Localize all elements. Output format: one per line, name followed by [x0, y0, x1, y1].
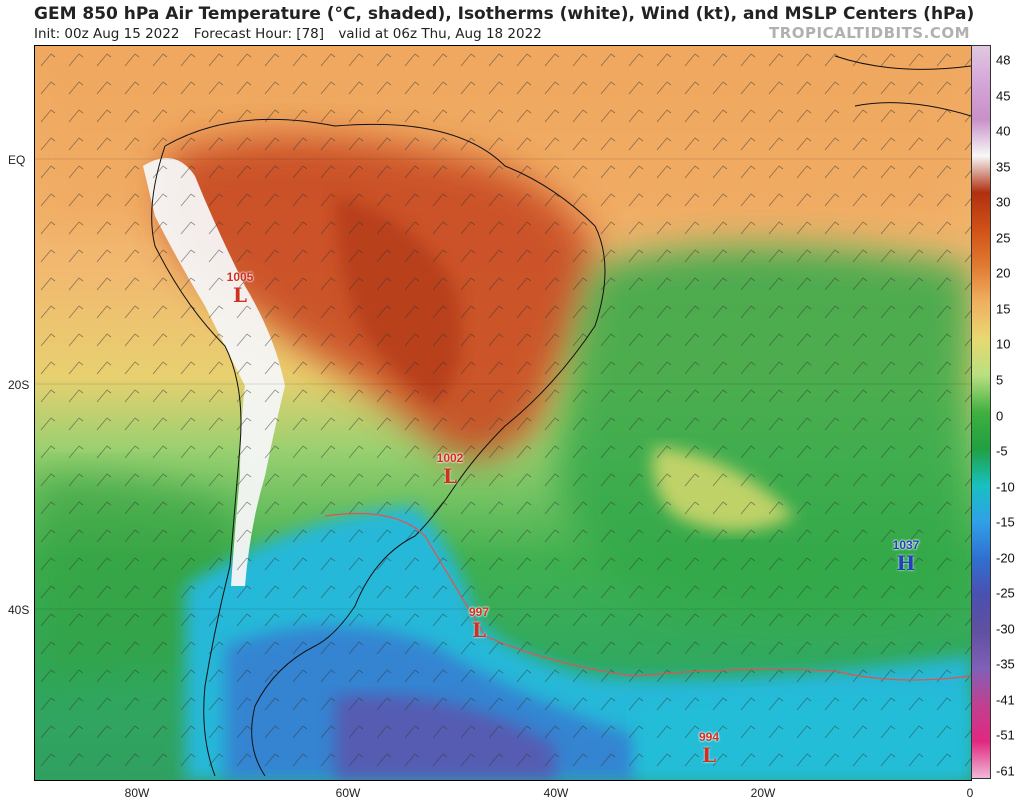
colorbar-tick-label: 40 [996, 123, 1011, 139]
map-subtitle: Init: 00z Aug 15 2022 Forecast Hour: [78… [34, 26, 552, 42]
colorbar-tick-label: 5 [996, 372, 1004, 388]
brand-watermark: TROPICALTIDBITS.COM [769, 24, 970, 42]
high-pressure-icon: H [896, 551, 916, 575]
center-pressure-1002: 1002 [436, 451, 464, 465]
lon-label-80w: 80W [124, 786, 150, 800]
colorbar-tick-label: 48 [996, 52, 1011, 68]
lat-label-40s: 40S [8, 603, 30, 617]
center-pressure-1005: 1005 [226, 270, 254, 284]
low-pressure-icon: L [232, 283, 248, 307]
temperature-field [35, 46, 971, 780]
colorbar-tick-label: 0 [996, 408, 1004, 423]
colorbar-tick-label: 35 [996, 159, 1011, 175]
low-pressure-icon: L [471, 618, 487, 642]
colorbar-tick-label: -10 [996, 479, 1015, 495]
valid-time: valid at 06z Thu, Aug 18 2022 [338, 26, 542, 42]
colorbar-tick-label: -30 [996, 621, 1015, 637]
lon-label-40w: 40W [543, 786, 569, 800]
colorbar-tick-label: 15 [996, 301, 1011, 317]
map-title: GEM 850 hPa Air Temperature (°C, shaded)… [34, 4, 975, 24]
colorbar-tick-label: -61 [996, 763, 1015, 779]
colorbar-tick-label: 20 [996, 265, 1011, 281]
lon-label-0: 0 [966, 786, 974, 800]
center-pressure-1037: 1037 [892, 538, 920, 552]
map-panel [34, 45, 972, 781]
colorbar-tick-label: 30 [996, 194, 1011, 210]
center-pressure-997: 997 [468, 605, 490, 619]
center-pressure-994: 994 [698, 730, 720, 744]
lon-label-60w: 60W [335, 786, 361, 800]
colorbar-tick-label: 25 [996, 230, 1011, 246]
forecast-hour: Forecast Hour: [78] [193, 26, 325, 42]
init-time: Init: 00z Aug 15 2022 [34, 26, 180, 42]
low-pressure-icon: L [442, 464, 458, 488]
low-pressure-icon: L [701, 743, 717, 767]
colorbar-tick-label: -15 [996, 514, 1015, 530]
colorbar-tick-label: -25 [996, 585, 1015, 601]
lat-label-20s: 20S [8, 378, 30, 392]
lat-label-eq: EQ [8, 153, 26, 167]
lon-label-20w: 20W [750, 786, 776, 800]
colorbar-tick-label: -35 [996, 656, 1015, 672]
colorbar-tick-label: -41 [996, 692, 1015, 708]
colorbar-tick-label: 45 [996, 88, 1011, 104]
colorbar-tick-label: -5 [996, 443, 1008, 459]
temperature-colorbar [971, 45, 991, 779]
colorbar-tick-label: -20 [996, 550, 1015, 566]
colorbar-tick-label: -51 [996, 727, 1015, 743]
colorbar-tick-label: 10 [996, 336, 1011, 352]
